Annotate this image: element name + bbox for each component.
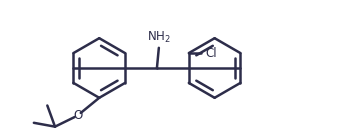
Text: Cl: Cl [205,47,217,60]
Text: NH$_2$: NH$_2$ [147,30,171,45]
Text: O: O [73,109,83,122]
